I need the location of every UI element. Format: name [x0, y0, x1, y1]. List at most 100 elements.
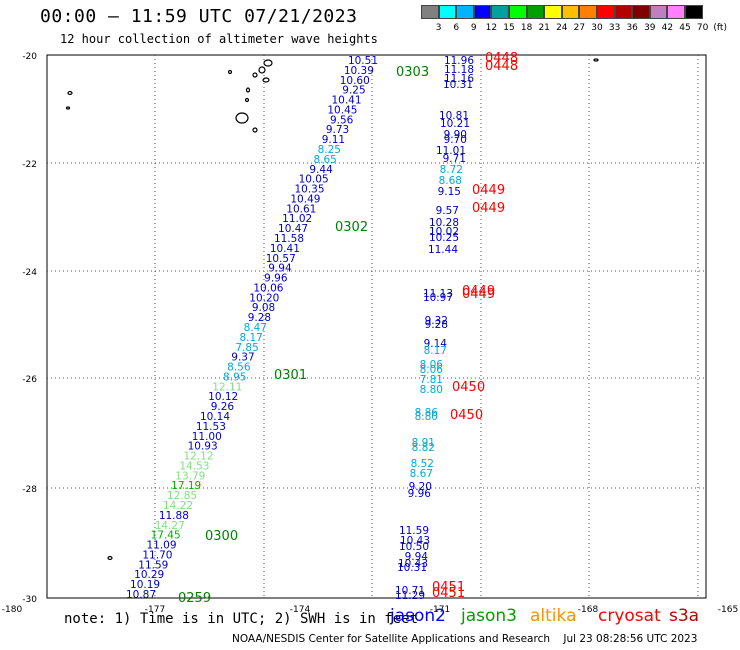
track-value-label: 10.61 — [286, 203, 316, 215]
track-value-label: 10.35 — [294, 184, 324, 196]
scale-label: 45 — [679, 23, 691, 33]
track-value-label: 9.70 — [444, 134, 467, 146]
track-value-label: 9.15 — [438, 186, 461, 198]
track-value-label: 10.06 — [253, 282, 283, 294]
track-value-label: 10.47 — [278, 223, 308, 235]
scale-swatch — [597, 5, 615, 19]
track-value-label: 11.29 — [395, 590, 425, 602]
track-value-label: 11.59 — [138, 559, 168, 571]
scale-swatch — [473, 5, 492, 19]
plot-frame — [46, 54, 707, 599]
map-title: 00:00 — 11:59 UTC 07/21/2023 — [40, 6, 358, 27]
scale-label: 42 — [661, 23, 674, 33]
track-value-label: 10.60 — [340, 75, 370, 87]
time-label: 0259 — [178, 591, 211, 606]
track-value-label: 8.82 — [412, 442, 435, 454]
track-value-label: 10.28 — [429, 217, 459, 229]
track-value-label: 8.86 — [415, 407, 439, 419]
track-value-label: 8.68 — [439, 175, 462, 187]
scale-swatch — [438, 5, 457, 19]
track-value-label: 11.70 — [142, 549, 172, 561]
track-value-label: 10.51 — [348, 55, 378, 67]
track-value-label: 10.20 — [249, 292, 279, 304]
track-value-label: 8.47 — [244, 322, 267, 334]
track-value-label: 10.97 — [423, 292, 453, 304]
time-label: 0451 — [432, 580, 465, 595]
island-outline — [67, 90, 73, 96]
track-value-label: 10.39 — [344, 65, 374, 77]
time-label: 0450 — [450, 408, 483, 423]
island-outline — [252, 127, 258, 133]
track-value-label: 11.58 — [274, 233, 304, 245]
track-value-label: 8.65 — [313, 154, 336, 166]
scale-label: 24 — [556, 23, 568, 33]
scale-swatch — [421, 5, 439, 19]
track-value-label: 9.25 — [342, 85, 365, 97]
lon-tick-label: -168 — [578, 605, 599, 615]
time-label: 0449 — [462, 287, 495, 302]
island-outline — [235, 112, 249, 124]
track-value-label: 9.71 — [443, 153, 466, 165]
track-value-label: 7.85 — [235, 342, 258, 354]
track-value-label: 10.29 — [134, 569, 164, 581]
scale-swatch — [632, 5, 650, 19]
scale-swatch — [685, 5, 703, 19]
lon-tick-label: -174 — [290, 605, 311, 615]
scale-label: 30 — [591, 23, 603, 33]
track-value-label: 14.27 — [155, 520, 185, 532]
track-value-label: 8.25 — [318, 144, 341, 156]
scale-swatch — [544, 5, 562, 19]
track-value-label: 10.31 — [443, 79, 473, 91]
lat-tick-label: -30 — [22, 595, 37, 605]
scale-label: 15 — [503, 23, 515, 33]
scale-label: 39 — [644, 23, 656, 33]
track-value-label: 8.72 — [440, 164, 463, 176]
track-value-label: 9.37 — [231, 352, 254, 364]
track-value-label: 10.57 — [266, 253, 296, 265]
track-value-label: 9.56 — [330, 114, 354, 126]
track-value-label: 10.41 — [270, 243, 300, 255]
scale-swatch — [614, 5, 633, 19]
track-value-label: 9.08 — [252, 302, 275, 314]
track-value-label: 8.56 — [227, 362, 251, 374]
track-value-label: 9.20 — [409, 481, 432, 493]
track-value-label: 8.17 — [424, 345, 447, 357]
mission-jason3: jason3 — [461, 606, 517, 626]
track-value-label: 9.73 — [326, 124, 349, 136]
lon-tick-label: -180 — [2, 605, 23, 615]
scale-swatch — [649, 5, 668, 19]
scale-label: 36 — [626, 23, 638, 33]
track-value-label: 9.90 — [444, 129, 467, 141]
scale-label: 9 — [470, 23, 477, 33]
track-value-label: 11.96 — [444, 55, 474, 67]
time-label: 0302 — [335, 220, 368, 235]
track-value-label: 9.32 — [425, 315, 448, 327]
track-value-label: 10.49 — [290, 193, 320, 205]
island-outline — [593, 58, 599, 62]
track-value-label: 10.87 — [126, 589, 156, 601]
scale-label: (ft) — [713, 23, 727, 33]
time-label: 0301 — [274, 368, 307, 383]
scale-swatch — [491, 5, 509, 19]
track-value-label: 11.53 — [196, 421, 226, 433]
lat-tick-label: -26 — [22, 375, 37, 385]
scale-label: 12 — [485, 23, 498, 33]
track-value-label: 10.43 — [398, 558, 428, 570]
track-value-label: 10.14 — [200, 411, 230, 423]
lon-tick-label: -171 — [430, 605, 450, 615]
track-value-label: 11.01 — [436, 145, 466, 157]
track-value-label: 11.18 — [444, 64, 474, 76]
track-value-label: 11.44 — [428, 244, 458, 256]
island-outline — [227, 69, 233, 75]
track-value-label: 9.14 — [424, 338, 448, 350]
track-value-label: 9.26 — [211, 401, 235, 413]
mission-s3a: s3a — [669, 606, 700, 626]
footer-credit: NOAA/NESDIS Center for Satellite Applica… — [232, 633, 698, 645]
track-value-label: 14.22 — [163, 500, 193, 512]
lat-tick-label: -22 — [22, 160, 37, 170]
island-outline — [262, 77, 270, 83]
scale-label: 70 — [696, 23, 709, 33]
scale-label: 3 — [435, 23, 442, 33]
track-value-label: 10.71 — [395, 585, 425, 597]
